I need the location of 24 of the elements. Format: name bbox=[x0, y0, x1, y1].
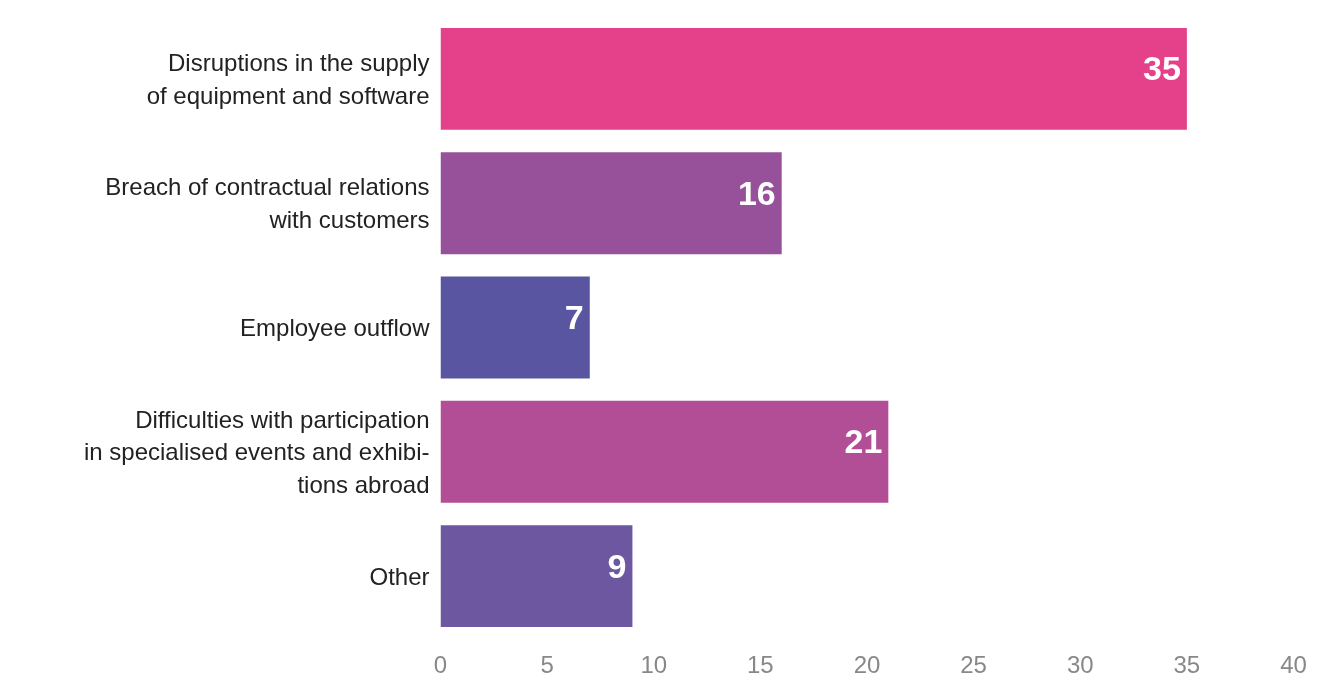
y-tick-label: Disruptions in the supply of equipment and software bbox=[146, 49, 430, 109]
x-tick-label: 10 bbox=[640, 650, 668, 678]
x-tick-label: 40 bbox=[1280, 650, 1307, 678]
x-tick-label: 20 bbox=[853, 650, 881, 678]
x-tick-label: 0 bbox=[433, 650, 448, 678]
data-label: 7 bbox=[564, 298, 584, 336]
data-label: 16 bbox=[737, 173, 776, 212]
bar bbox=[440, 276, 590, 379]
bar bbox=[440, 525, 633, 628]
x-tick-label: 30 bbox=[1066, 650, 1094, 678]
x-tick-label: 25 bbox=[960, 650, 987, 678]
y-tick-label: Employee outflow bbox=[240, 314, 431, 341]
bar bbox=[440, 27, 1187, 130]
x-tick-label: 35 bbox=[1173, 650, 1201, 678]
data-label: 21 bbox=[844, 422, 883, 461]
data-label: 9 bbox=[607, 546, 627, 585]
bar bbox=[440, 152, 782, 255]
data-label: 35 bbox=[1143, 49, 1181, 88]
y-tick-label: Other bbox=[369, 562, 430, 590]
bar bbox=[440, 400, 889, 503]
y-tick-label: Breach of contractual relations with customers bbox=[105, 173, 430, 233]
y-tick-label: Difficulties with participation in specialised events and exhibi- tions abroad bbox=[83, 405, 430, 498]
x-tick-label: 15 bbox=[747, 650, 774, 678]
x-tick-label: 5 bbox=[540, 650, 554, 678]
